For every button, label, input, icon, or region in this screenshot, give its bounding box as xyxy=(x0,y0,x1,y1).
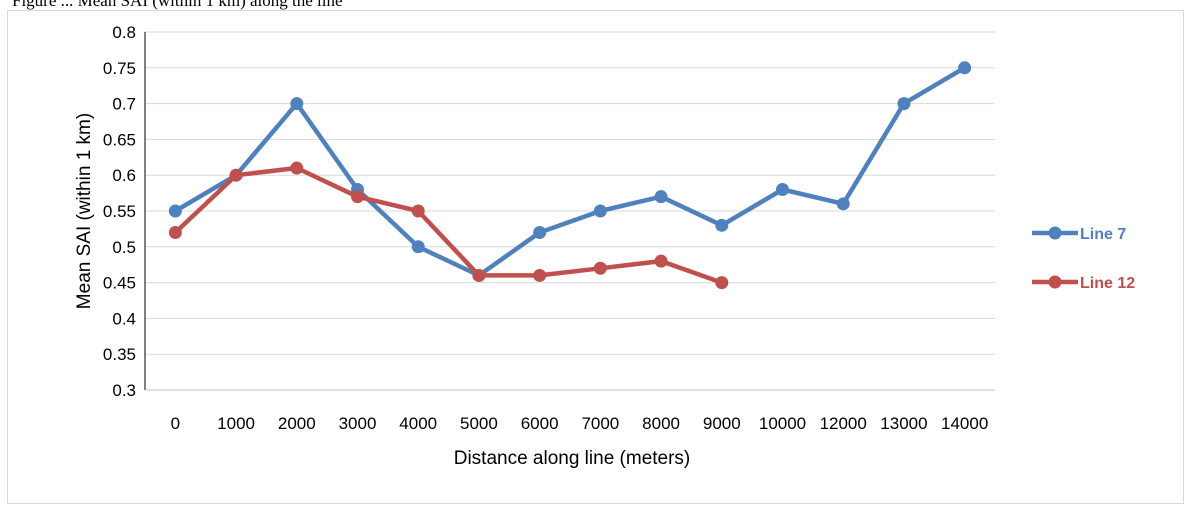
series-line-7 xyxy=(168,61,972,282)
data-point xyxy=(533,225,547,239)
x-tick-label: 4000 xyxy=(399,414,437,433)
y-tick-label: 0.5 xyxy=(112,238,136,257)
data-point xyxy=(836,197,850,211)
y-tick-labels: 0.3 0.35 0.4 0.45 0.5 0.55 0.6 0.65 0.7 0.75 0.8 xyxy=(103,23,136,400)
legend-item: Line 12 xyxy=(1032,275,1135,292)
data-point xyxy=(654,190,668,204)
legend-swatch-marker xyxy=(1048,275,1062,289)
data-point xyxy=(168,204,182,218)
data-point xyxy=(290,161,304,175)
data-point xyxy=(533,268,547,282)
data-point xyxy=(593,204,607,218)
y-tick-label: 0.45 xyxy=(103,274,136,293)
series-line xyxy=(173,65,967,278)
x-tick-label: 10000 xyxy=(759,414,806,433)
data-point xyxy=(411,240,425,254)
data-point xyxy=(593,261,607,275)
x-tick-label: 0 xyxy=(171,414,180,433)
legend-item: Line 7 xyxy=(1032,226,1126,243)
data-point xyxy=(351,190,364,204)
x-tick-label: 5000 xyxy=(460,414,498,433)
y-tick-label: 0.65 xyxy=(103,130,136,149)
y-tick-label: 0.8 xyxy=(112,23,136,42)
y-tick-label: 0.55 xyxy=(103,202,136,221)
x-tick-label: 8000 xyxy=(642,414,680,433)
y-tick-label: 0.35 xyxy=(103,345,136,364)
data-point xyxy=(290,97,304,111)
series-line xyxy=(173,165,725,285)
data-point xyxy=(715,276,729,290)
data-point xyxy=(411,204,425,218)
legend-label: Line 12 xyxy=(1080,275,1135,292)
y-axis-title: Mean SAI (within 1 km) xyxy=(74,113,95,309)
x-tick-label: 13000 xyxy=(880,414,927,433)
x-tick-label: 6000 xyxy=(521,414,559,433)
data-point xyxy=(897,97,911,111)
y-tick-label: 0.3 xyxy=(112,381,136,400)
data-point xyxy=(168,225,182,239)
series-group xyxy=(168,61,972,290)
data-point xyxy=(229,168,243,182)
data-point xyxy=(654,254,668,268)
data-point xyxy=(472,268,486,282)
x-tick-label: 9000 xyxy=(703,414,741,433)
x-tick-labels: 0 1000 2000 3000 4000 5000 6000 7000 8000 9000 100… xyxy=(171,414,989,433)
data-point xyxy=(715,218,729,232)
x-tick-label: 2000 xyxy=(278,414,316,433)
y-tick-label: 0.75 xyxy=(103,59,136,78)
figure-caption-text: Figure ... Mean SAI (within 1 km) along … xyxy=(12,0,343,10)
gridlines xyxy=(145,31,995,355)
x-tick-label: 3000 xyxy=(339,414,377,433)
axes xyxy=(144,32,995,391)
legend-label: Line 7 xyxy=(1080,226,1126,243)
legend-swatch-marker xyxy=(1048,226,1062,240)
figure-caption: Figure ... Mean SAI (within 1 km) along … xyxy=(0,0,1186,14)
x-tick-label: 1000 xyxy=(217,414,255,433)
data-point xyxy=(958,61,972,75)
x-tick-label: 7000 xyxy=(581,414,619,433)
y-tick-label: 0.7 xyxy=(112,95,136,114)
chart-frame xyxy=(7,10,1184,504)
x-tick-label: 14000 xyxy=(941,414,988,433)
x-axis-title: Distance along line (meters) xyxy=(454,448,691,469)
legend: Line 7 Line 12 xyxy=(1032,226,1135,292)
y-tick-label: 0.4 xyxy=(112,309,136,328)
y-tick-label: 0.6 xyxy=(112,166,136,185)
data-point xyxy=(776,183,789,197)
series-line-12 xyxy=(168,161,729,290)
x-tick-label: 12000 xyxy=(820,414,867,433)
